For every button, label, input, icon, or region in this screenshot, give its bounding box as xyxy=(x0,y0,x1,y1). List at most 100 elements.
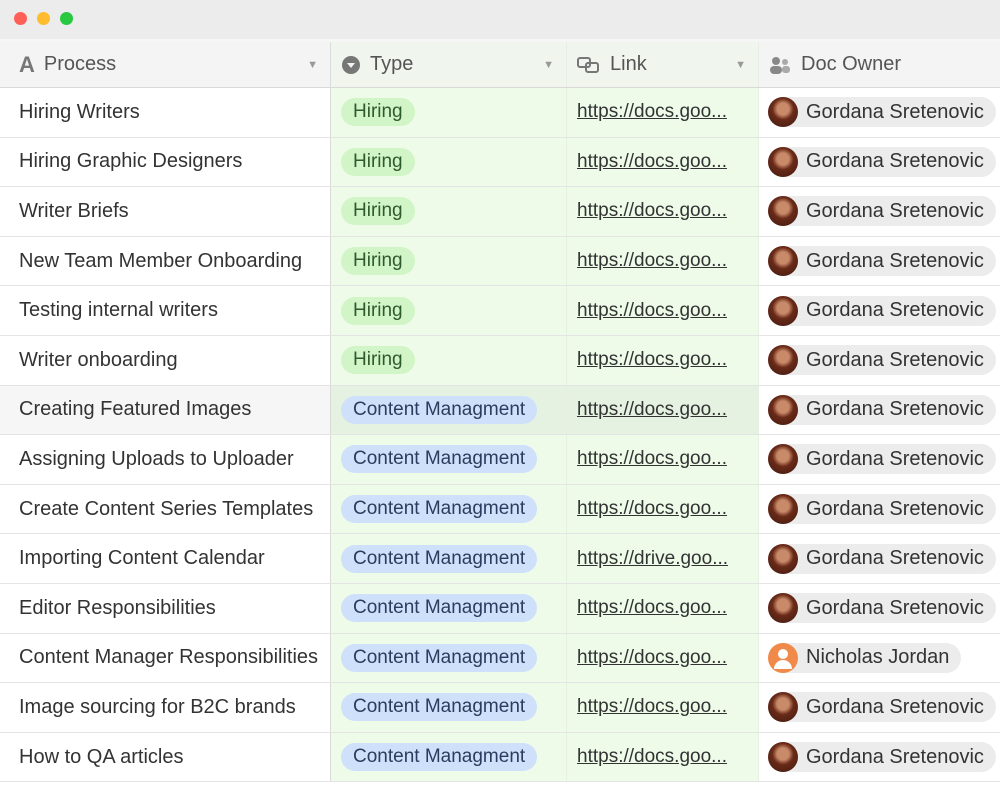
doc-link[interactable]: https://docs.goo... xyxy=(577,696,727,718)
owner-cell[interactable]: Gordana Sretenovic xyxy=(759,435,1000,484)
owner-cell[interactable]: Gordana Sretenovic xyxy=(759,485,1000,534)
link-cell[interactable]: https://docs.goo... xyxy=(567,583,759,633)
link-cell[interactable]: https://docs.goo... xyxy=(567,236,759,286)
table-row[interactable]: Writer onboarding Hiring https://docs.go… xyxy=(0,335,1000,386)
table-row[interactable]: Assigning Uploads to Uploader Content Ma… xyxy=(0,435,1000,485)
chevron-down-icon[interactable]: ▼ xyxy=(735,58,746,71)
doc-link[interactable]: https://docs.goo... xyxy=(577,250,727,272)
doc-link[interactable]: https://docs.goo... xyxy=(577,398,727,420)
owner-cell[interactable]: Gordana Sretenovic xyxy=(759,534,1000,583)
owner-chip[interactable]: Gordana Sretenovic xyxy=(768,742,996,773)
type-cell[interactable]: Content Managment xyxy=(331,534,567,583)
type-cell[interactable]: Hiring xyxy=(331,88,567,137)
link-cell[interactable]: https://docs.goo... xyxy=(567,88,759,137)
maximize-window-button[interactable] xyxy=(60,12,73,25)
table-row[interactable]: Writer Briefs Hiring https://docs.goo...… xyxy=(0,187,1000,237)
owner-chip[interactable]: Gordana Sretenovic xyxy=(768,97,996,128)
type-cell[interactable]: Content Managment xyxy=(331,683,567,732)
table-row[interactable]: Creating Featured Images Content Managme… xyxy=(0,385,1000,436)
table-row[interactable]: Create Content Series Templates Content … xyxy=(0,484,1000,535)
process-cell[interactable]: Hiring Graphic Designers xyxy=(0,137,331,187)
owner-cell[interactable]: Gordana Sretenovic xyxy=(759,733,1000,782)
type-cell[interactable]: Content Managment xyxy=(331,435,567,484)
doc-link[interactable]: https://docs.goo... xyxy=(577,101,727,123)
column-header-doc-owner[interactable]: Doc Owner xyxy=(759,42,1000,87)
table-row[interactable]: How to QA articles Content Managment htt… xyxy=(0,732,1000,783)
chevron-down-icon[interactable]: ▼ xyxy=(307,58,318,71)
type-cell[interactable]: Content Managment xyxy=(331,385,567,435)
owner-chip[interactable]: Gordana Sretenovic xyxy=(768,295,996,326)
process-cell[interactable]: How to QA articles xyxy=(0,732,331,782)
type-cell[interactable]: Hiring xyxy=(331,286,567,335)
link-cell[interactable]: https://docs.goo... xyxy=(567,732,759,782)
link-cell[interactable]: https://drive.goo... xyxy=(567,534,759,583)
owner-cell[interactable]: Gordana Sretenovic xyxy=(759,88,1000,137)
type-cell[interactable]: Hiring xyxy=(331,137,567,187)
process-cell[interactable]: Testing internal writers xyxy=(0,286,331,335)
close-window-button[interactable] xyxy=(14,12,27,25)
link-cell[interactable]: https://docs.goo... xyxy=(567,286,759,335)
doc-link[interactable]: https://docs.goo... xyxy=(577,448,727,470)
chevron-down-icon[interactable]: ▼ xyxy=(543,58,554,71)
process-cell[interactable]: Editor Responsibilities xyxy=(0,583,331,633)
link-cell[interactable]: https://docs.goo... xyxy=(567,484,759,534)
owner-chip[interactable]: Gordana Sretenovic xyxy=(768,543,996,574)
doc-link[interactable]: https://docs.goo... xyxy=(577,349,727,371)
minimize-window-button[interactable] xyxy=(37,12,50,25)
owner-cell[interactable]: Gordana Sretenovic xyxy=(759,336,1000,385)
owner-cell[interactable]: Nicholas Jordan xyxy=(759,634,1000,683)
column-header-link[interactable]: Link ▼ xyxy=(567,42,759,87)
table-row[interactable]: Image sourcing for B2C brands Content Ma… xyxy=(0,683,1000,733)
table-row[interactable]: Editor Responsibilities Content Managmen… xyxy=(0,583,1000,634)
doc-link[interactable]: https://docs.goo... xyxy=(577,498,727,520)
owner-chip[interactable]: Gordana Sretenovic xyxy=(768,692,996,723)
link-cell[interactable]: https://docs.goo... xyxy=(567,435,759,484)
owner-chip[interactable]: Gordana Sretenovic xyxy=(768,593,996,624)
doc-link[interactable]: https://docs.goo... xyxy=(577,150,727,172)
process-cell[interactable]: Create Content Series Templates xyxy=(0,484,331,534)
owner-chip[interactable]: Gordana Sretenovic xyxy=(768,246,996,277)
type-cell[interactable]: Content Managment xyxy=(331,732,567,782)
owner-chip[interactable]: Gordana Sretenovic xyxy=(768,494,996,525)
owner-chip[interactable]: Gordana Sretenovic xyxy=(768,345,996,376)
owner-chip[interactable]: Gordana Sretenovic xyxy=(768,196,996,227)
table-row[interactable]: Importing Content Calendar Content Manag… xyxy=(0,534,1000,584)
link-cell[interactable]: https://docs.goo... xyxy=(567,385,759,435)
doc-link[interactable]: https://docs.goo... xyxy=(577,746,727,768)
doc-link[interactable]: https://docs.goo... xyxy=(577,597,727,619)
type-cell[interactable]: Content Managment xyxy=(331,633,567,683)
type-cell[interactable]: Hiring xyxy=(331,187,567,236)
type-cell[interactable]: Content Managment xyxy=(331,484,567,534)
owner-cell[interactable]: Gordana Sretenovic xyxy=(759,187,1000,236)
type-cell[interactable]: Content Managment xyxy=(331,583,567,633)
type-cell[interactable]: Hiring xyxy=(331,335,567,385)
table-row[interactable]: Hiring Graphic Designers Hiring https://… xyxy=(0,137,1000,188)
column-header-type[interactable]: Type ▼ xyxy=(331,42,567,87)
link-cell[interactable]: https://docs.goo... xyxy=(567,137,759,187)
table-row[interactable]: Testing internal writers Hiring https://… xyxy=(0,286,1000,336)
table-row[interactable]: Content Manager Responsibilities Content… xyxy=(0,633,1000,684)
link-cell[interactable]: https://docs.goo... xyxy=(567,683,759,732)
owner-cell[interactable]: Gordana Sretenovic xyxy=(759,286,1000,335)
owner-cell[interactable]: Gordana Sretenovic xyxy=(759,683,1000,732)
column-header-process[interactable]: A Process ▼ xyxy=(0,42,331,87)
link-cell[interactable]: https://docs.goo... xyxy=(567,335,759,385)
process-cell[interactable]: Image sourcing for B2C brands xyxy=(0,683,331,732)
process-cell[interactable]: Assigning Uploads to Uploader xyxy=(0,435,331,484)
process-cell[interactable]: Writer onboarding xyxy=(0,335,331,385)
process-cell[interactable]: New Team Member Onboarding xyxy=(0,236,331,286)
table-row[interactable]: New Team Member Onboarding Hiring https:… xyxy=(0,236,1000,287)
doc-link[interactable]: https://docs.goo... xyxy=(577,646,727,668)
owner-cell[interactable]: Gordana Sretenovic xyxy=(759,138,1000,187)
owner-cell[interactable]: Gordana Sretenovic xyxy=(759,584,1000,633)
link-cell[interactable]: https://docs.goo... xyxy=(567,633,759,683)
doc-link[interactable]: https://docs.goo... xyxy=(577,299,727,321)
process-cell[interactable]: Content Manager Responsibilities xyxy=(0,633,331,683)
owner-chip[interactable]: Gordana Sretenovic xyxy=(768,444,996,475)
process-cell[interactable]: Creating Featured Images xyxy=(0,385,331,435)
owner-chip[interactable]: Nicholas Jordan xyxy=(768,642,962,673)
owner-cell[interactable]: Gordana Sretenovic xyxy=(759,386,1000,435)
link-cell[interactable]: https://docs.goo... xyxy=(567,187,759,236)
owner-cell[interactable]: Gordana Sretenovic xyxy=(759,237,1000,286)
owner-chip[interactable]: Gordana Sretenovic xyxy=(768,146,996,177)
